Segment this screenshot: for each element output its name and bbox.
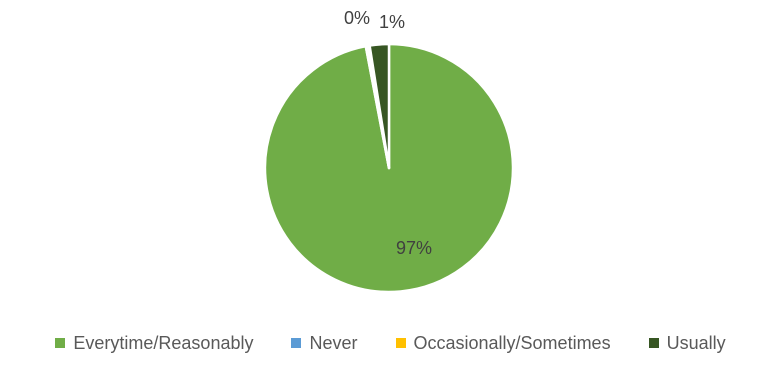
- data-label-everytime-reasonably: 97%: [396, 238, 432, 258]
- legend-label-everytime-reasonably: Everytime/Reasonably: [73, 332, 254, 353]
- legend-item-usually: Usually: [648, 330, 726, 356]
- legend-label-never: Never: [309, 332, 358, 353]
- pie-slice-usually: [368, 42, 391, 170]
- legend-swatch-usually: [648, 338, 659, 348]
- data-label-occasionally-sometimes: 0%: [344, 8, 370, 28]
- legend-item-everytime-reasonably: Everytime/Reasonably: [55, 330, 253, 356]
- legend-swatch-everytime-reasonably: [55, 338, 66, 348]
- legend-item-occasionally-sometimes: Occasionally/Sometimes: [395, 330, 611, 356]
- legend-label-usually: Usually: [666, 332, 726, 353]
- data-label-usually: 1%: [379, 12, 405, 32]
- chart-legend: Everytime/Reasonably Never Occasionally/So…: [0, 330, 781, 356]
- legend-swatch-never: [291, 338, 302, 348]
- legend-swatch-occasionally-sometimes: [395, 338, 406, 348]
- legend-label-occasionally-sometimes: Occasionally/Sometimes: [413, 332, 611, 353]
- legend-item-never: Never: [291, 330, 358, 356]
